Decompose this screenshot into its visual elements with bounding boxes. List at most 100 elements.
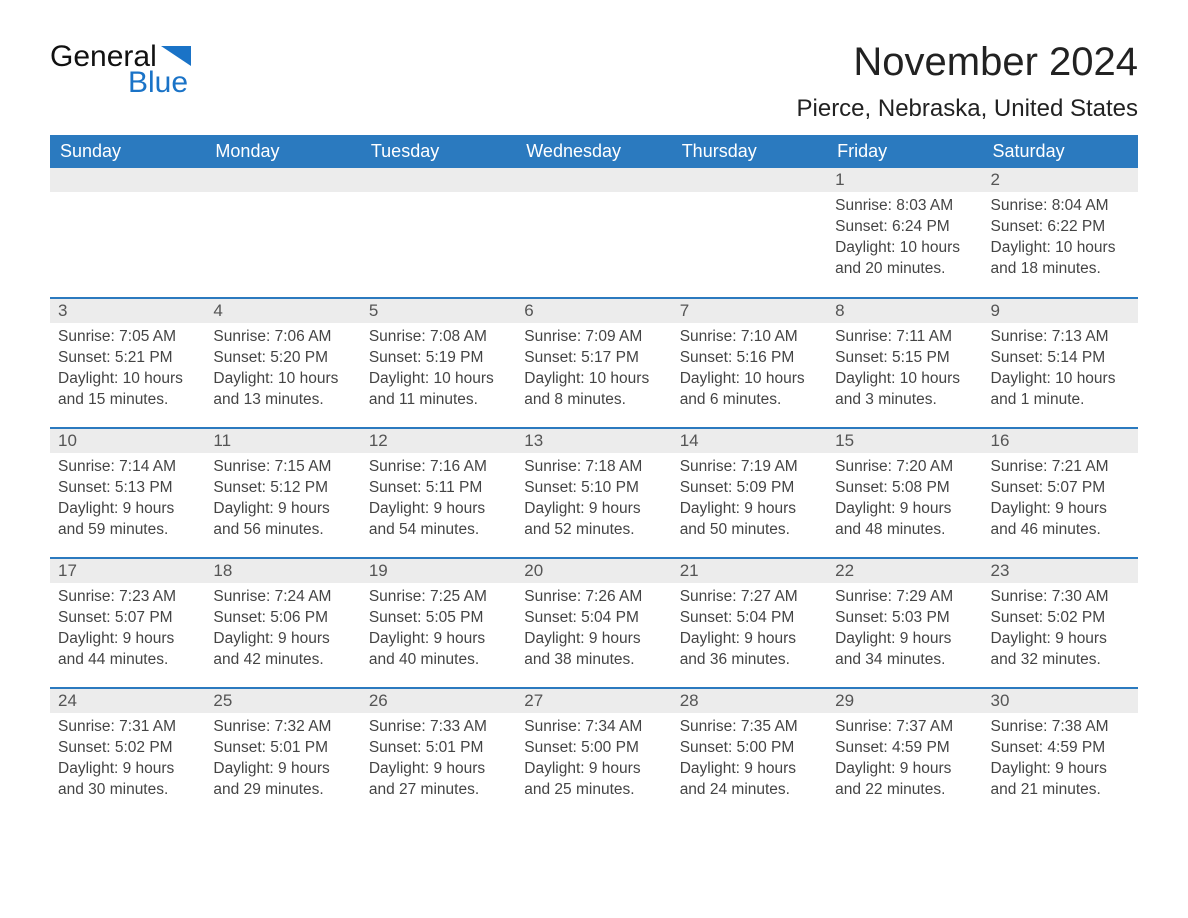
day-cell: 11Sunrise: 7:15 AMSunset: 5:12 PMDayligh… xyxy=(205,428,360,558)
day-content: Sunrise: 7:26 AMSunset: 5:04 PMDaylight:… xyxy=(516,583,671,681)
sunset-text: Sunset: 6:24 PM xyxy=(835,217,974,238)
day-cell: 8Sunrise: 7:11 AMSunset: 5:15 PMDaylight… xyxy=(827,298,982,428)
sunset-text: Sunset: 5:00 PM xyxy=(680,738,819,759)
sunrise-text: Sunrise: 7:19 AM xyxy=(680,457,819,478)
day-content: Sunrise: 7:10 AMSunset: 5:16 PMDaylight:… xyxy=(672,323,827,421)
day-number: 24 xyxy=(50,689,205,713)
daylight-text: Daylight: 9 hours and 36 minutes. xyxy=(680,629,819,671)
day-header: Tuesday xyxy=(361,135,516,168)
day-cell: 15Sunrise: 7:20 AMSunset: 5:08 PMDayligh… xyxy=(827,428,982,558)
day-header: Wednesday xyxy=(516,135,671,168)
day-content: Sunrise: 7:27 AMSunset: 5:04 PMDaylight:… xyxy=(672,583,827,681)
day-number: 19 xyxy=(361,559,516,583)
daylight-text: Daylight: 10 hours and 13 minutes. xyxy=(213,369,352,411)
day-number: 30 xyxy=(983,689,1138,713)
sunset-text: Sunset: 5:04 PM xyxy=(524,608,663,629)
sunrise-text: Sunrise: 7:16 AM xyxy=(369,457,508,478)
day-cell: 9Sunrise: 7:13 AMSunset: 5:14 PMDaylight… xyxy=(983,298,1138,428)
day-number: 3 xyxy=(50,299,205,323)
sunset-text: Sunset: 5:12 PM xyxy=(213,478,352,499)
day-cell: 18Sunrise: 7:24 AMSunset: 5:06 PMDayligh… xyxy=(205,558,360,688)
day-number: 20 xyxy=(516,559,671,583)
sunset-text: Sunset: 5:05 PM xyxy=(369,608,508,629)
sunset-text: Sunset: 5:02 PM xyxy=(991,608,1130,629)
sunset-text: Sunset: 5:00 PM xyxy=(524,738,663,759)
day-content: Sunrise: 7:05 AMSunset: 5:21 PMDaylight:… xyxy=(50,323,205,421)
sunrise-text: Sunrise: 7:06 AM xyxy=(213,327,352,348)
daylight-text: Daylight: 10 hours and 1 minute. xyxy=(991,369,1130,411)
day-cell: 12Sunrise: 7:16 AMSunset: 5:11 PMDayligh… xyxy=(361,428,516,558)
day-number: 12 xyxy=(361,429,516,453)
sunset-text: Sunset: 4:59 PM xyxy=(991,738,1130,759)
daylight-text: Daylight: 9 hours and 24 minutes. xyxy=(680,759,819,801)
sunset-text: Sunset: 4:59 PM xyxy=(835,738,974,759)
empty-day xyxy=(205,168,360,192)
week-row: 10Sunrise: 7:14 AMSunset: 5:13 PMDayligh… xyxy=(50,428,1138,558)
day-number: 10 xyxy=(50,429,205,453)
daylight-text: Daylight: 9 hours and 46 minutes. xyxy=(991,499,1130,541)
sunset-text: Sunset: 5:14 PM xyxy=(991,348,1130,369)
sunset-text: Sunset: 5:01 PM xyxy=(213,738,352,759)
day-cell: 17Sunrise: 7:23 AMSunset: 5:07 PMDayligh… xyxy=(50,558,205,688)
day-number: 15 xyxy=(827,429,982,453)
day-cell: 30Sunrise: 7:38 AMSunset: 4:59 PMDayligh… xyxy=(983,688,1138,818)
day-number: 25 xyxy=(205,689,360,713)
day-cell xyxy=(672,168,827,298)
sunrise-text: Sunrise: 7:09 AM xyxy=(524,327,663,348)
sunset-text: Sunset: 5:03 PM xyxy=(835,608,974,629)
sunset-text: Sunset: 5:16 PM xyxy=(680,348,819,369)
day-header-row: Sunday Monday Tuesday Wednesday Thursday… xyxy=(50,135,1138,168)
day-cell: 27Sunrise: 7:34 AMSunset: 5:00 PMDayligh… xyxy=(516,688,671,818)
day-content: Sunrise: 7:21 AMSunset: 5:07 PMDaylight:… xyxy=(983,453,1138,551)
daylight-text: Daylight: 10 hours and 18 minutes. xyxy=(991,238,1130,280)
daylight-text: Daylight: 9 hours and 40 minutes. xyxy=(369,629,508,671)
day-cell: 3Sunrise: 7:05 AMSunset: 5:21 PMDaylight… xyxy=(50,298,205,428)
daylight-text: Daylight: 9 hours and 29 minutes. xyxy=(213,759,352,801)
daylight-text: Daylight: 9 hours and 38 minutes. xyxy=(524,629,663,671)
sunrise-text: Sunrise: 7:34 AM xyxy=(524,717,663,738)
sunrise-text: Sunrise: 7:26 AM xyxy=(524,587,663,608)
day-number: 17 xyxy=(50,559,205,583)
daylight-text: Daylight: 9 hours and 50 minutes. xyxy=(680,499,819,541)
sunset-text: Sunset: 6:22 PM xyxy=(991,217,1130,238)
day-number: 29 xyxy=(827,689,982,713)
sunset-text: Sunset: 5:19 PM xyxy=(369,348,508,369)
day-number: 26 xyxy=(361,689,516,713)
daylight-text: Daylight: 9 hours and 34 minutes. xyxy=(835,629,974,671)
daylight-text: Daylight: 10 hours and 11 minutes. xyxy=(369,369,508,411)
daylight-text: Daylight: 10 hours and 15 minutes. xyxy=(58,369,197,411)
daylight-text: Daylight: 9 hours and 48 minutes. xyxy=(835,499,974,541)
sunrise-text: Sunrise: 7:27 AM xyxy=(680,587,819,608)
daylight-text: Daylight: 10 hours and 3 minutes. xyxy=(835,369,974,411)
sunset-text: Sunset: 5:15 PM xyxy=(835,348,974,369)
location: Pierce, Nebraska, United States xyxy=(797,95,1139,123)
day-header: Friday xyxy=(827,135,982,168)
day-cell: 2Sunrise: 8:04 AMSunset: 6:22 PMDaylight… xyxy=(983,168,1138,298)
week-row: 3Sunrise: 7:05 AMSunset: 5:21 PMDaylight… xyxy=(50,298,1138,428)
day-content: Sunrise: 7:35 AMSunset: 5:00 PMDaylight:… xyxy=(672,713,827,811)
day-content: Sunrise: 7:20 AMSunset: 5:08 PMDaylight:… xyxy=(827,453,982,551)
day-content: Sunrise: 7:18 AMSunset: 5:10 PMDaylight:… xyxy=(516,453,671,551)
day-content: Sunrise: 7:29 AMSunset: 5:03 PMDaylight:… xyxy=(827,583,982,681)
day-cell: 29Sunrise: 7:37 AMSunset: 4:59 PMDayligh… xyxy=(827,688,982,818)
week-row: 17Sunrise: 7:23 AMSunset: 5:07 PMDayligh… xyxy=(50,558,1138,688)
daylight-text: Daylight: 9 hours and 32 minutes. xyxy=(991,629,1130,671)
sunrise-text: Sunrise: 7:20 AM xyxy=(835,457,974,478)
day-cell: 26Sunrise: 7:33 AMSunset: 5:01 PMDayligh… xyxy=(361,688,516,818)
sunset-text: Sunset: 5:09 PM xyxy=(680,478,819,499)
daylight-text: Daylight: 10 hours and 8 minutes. xyxy=(524,369,663,411)
sunrise-text: Sunrise: 7:24 AM xyxy=(213,587,352,608)
sunset-text: Sunset: 5:08 PM xyxy=(835,478,974,499)
sunset-text: Sunset: 5:02 PM xyxy=(58,738,197,759)
day-content: Sunrise: 7:14 AMSunset: 5:13 PMDaylight:… xyxy=(50,453,205,551)
sunrise-text: Sunrise: 7:38 AM xyxy=(991,717,1130,738)
sunset-text: Sunset: 5:10 PM xyxy=(524,478,663,499)
day-number: 9 xyxy=(983,299,1138,323)
daylight-text: Daylight: 9 hours and 52 minutes. xyxy=(524,499,663,541)
sunset-text: Sunset: 5:07 PM xyxy=(58,608,197,629)
day-number: 11 xyxy=(205,429,360,453)
day-content: Sunrise: 7:06 AMSunset: 5:20 PMDaylight:… xyxy=(205,323,360,421)
day-content: Sunrise: 7:33 AMSunset: 5:01 PMDaylight:… xyxy=(361,713,516,811)
day-content: Sunrise: 7:15 AMSunset: 5:12 PMDaylight:… xyxy=(205,453,360,551)
day-cell: 6Sunrise: 7:09 AMSunset: 5:17 PMDaylight… xyxy=(516,298,671,428)
